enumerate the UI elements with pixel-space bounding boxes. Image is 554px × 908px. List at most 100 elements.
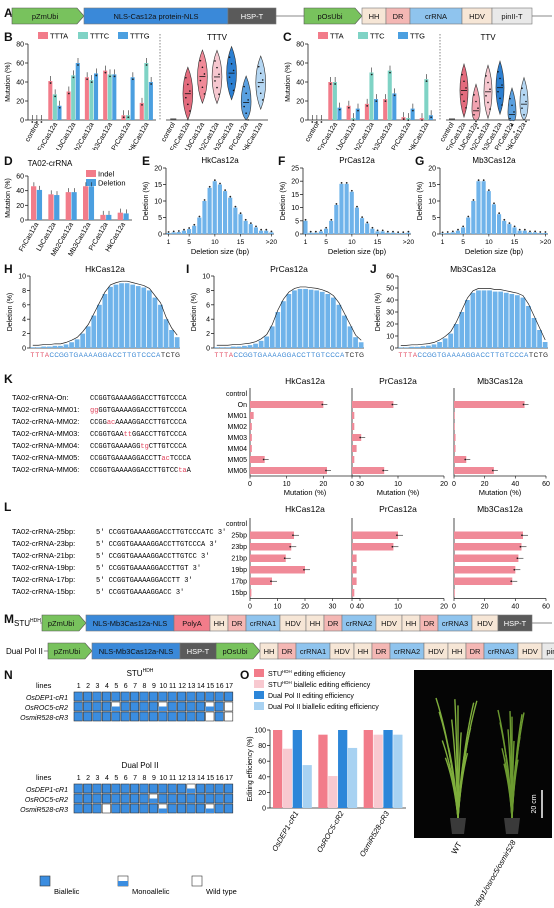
sequence-letter: C [485, 352, 490, 359]
bar [286, 294, 292, 348]
genotype-cell [148, 803, 158, 814]
violin-point [487, 101, 489, 104]
sequence-letter: A [268, 352, 273, 359]
violin-point [203, 93, 206, 95]
bar [464, 300, 470, 348]
seq-part: CCGGTGAA [90, 431, 124, 439]
bar [419, 118, 424, 120]
sequence-letter: C [166, 352, 171, 359]
bar [269, 232, 274, 234]
legend-text: STU [268, 682, 282, 689]
legend-label: Monoallelic [132, 887, 170, 896]
genotype-cell [83, 803, 93, 814]
y-tick-label: 25 [291, 166, 299, 173]
bar [250, 445, 252, 452]
data-point [239, 212, 242, 215]
genotype-cell [224, 711, 234, 722]
y-tick-label: 17bp [231, 579, 247, 586]
genotype-cell [167, 793, 177, 804]
construct-label: PolyA [182, 619, 202, 628]
bar [250, 434, 252, 441]
sequence-letter: A [452, 352, 457, 359]
bar [171, 232, 176, 234]
data-point [491, 469, 494, 472]
construct-label: DR [376, 647, 387, 656]
y-axis-label: Deletion (%) [143, 182, 150, 221]
data-point [54, 95, 57, 98]
data-point [31, 121, 34, 123]
y-tick-label: 60 [16, 61, 24, 68]
y-tick-label: 21bp [231, 556, 247, 563]
bar [352, 543, 394, 551]
bar [496, 214, 502, 234]
genotype-cell [139, 701, 149, 712]
sequence-letter: T [122, 352, 126, 359]
bar [542, 342, 548, 348]
crrna-sequence: CCGGTGAAAAGGACCTTGTCCtaA [90, 467, 192, 475]
x-tick-label: 0 [248, 604, 252, 611]
panel-letter-O: O [240, 668, 250, 682]
data-point [396, 534, 398, 537]
legend-label: TTG [410, 32, 425, 41]
panel-letter-K: K [4, 372, 13, 386]
sequence-letter: A [524, 352, 529, 359]
data-point [522, 403, 525, 406]
panel-letter-H: H [4, 262, 13, 276]
bar [537, 330, 542, 348]
bar [454, 531, 523, 539]
sequence-letter: T [69, 352, 73, 359]
bar [212, 181, 217, 234]
bar [250, 456, 265, 463]
violin-title: TTTV [207, 33, 228, 42]
crrna-name: TA02-crRNA-15bp: [12, 587, 75, 596]
construct-label: pOsUbi [222, 647, 247, 656]
data-point [177, 230, 180, 232]
y-tick-label: 20 [154, 166, 162, 173]
construct-label: HDV [428, 647, 444, 656]
bar [148, 82, 153, 120]
bar [454, 434, 456, 441]
violin-point [499, 97, 501, 100]
bar [517, 230, 522, 234]
trend-line [400, 288, 546, 346]
bar [355, 108, 360, 120]
genotype-cell [120, 803, 130, 814]
bar [328, 82, 333, 120]
y-axis-label: Deletion (%) [375, 293, 382, 332]
bar [471, 201, 476, 234]
legend-swatch [86, 170, 96, 177]
y-tick-label: 20 [258, 790, 266, 797]
construct-label: pZmUbi [32, 12, 59, 21]
violin-point [473, 114, 475, 116]
bar [238, 214, 243, 234]
genotype-cell-half [158, 706, 167, 711]
data-point [244, 218, 247, 221]
bar [108, 286, 113, 348]
data-point [366, 221, 369, 224]
data-point [234, 205, 237, 208]
panel-letter-I: I [186, 262, 190, 276]
bar [119, 283, 124, 348]
bar [181, 230, 186, 234]
construct-block [491, 7, 533, 25]
genotype-cell [120, 783, 130, 794]
bar [313, 232, 318, 234]
line-number: 5 [114, 775, 118, 782]
crrna-name: TA02-crRNA-21bp: [12, 551, 75, 560]
bar [454, 423, 455, 430]
genotype-cell [92, 793, 102, 804]
x-axis-label: Mutation (%) [479, 488, 522, 497]
data-point [391, 403, 394, 406]
bar [431, 344, 437, 348]
panel-letter-E: E [142, 154, 151, 168]
genotype-cell [83, 701, 93, 712]
sequence-letter: G [175, 352, 180, 359]
data-point [523, 228, 526, 231]
bar [455, 230, 460, 234]
data-point [451, 230, 454, 233]
genotype-cell [101, 803, 111, 814]
bar [454, 566, 516, 574]
bar [273, 730, 283, 808]
y-tick-label: 60 [386, 274, 394, 281]
panel-letter-A: A [4, 6, 13, 20]
